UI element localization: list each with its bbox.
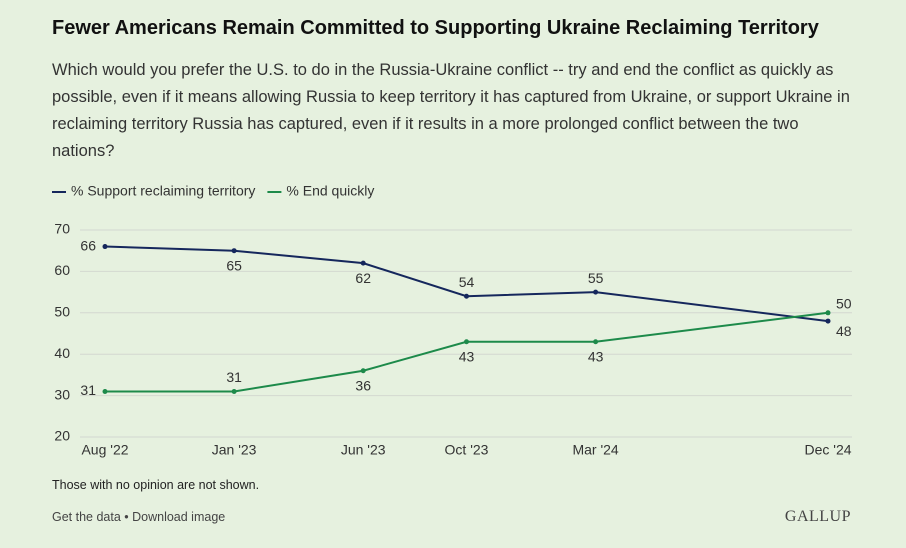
y-tick-label: 60 bbox=[54, 262, 70, 278]
data-point bbox=[360, 368, 366, 374]
data-point bbox=[360, 260, 366, 266]
brand: GALLUP bbox=[784, 508, 851, 525]
footer-links[interactable]: Get the data • Download image bbox=[52, 510, 226, 524]
y-tick-label: 70 bbox=[54, 221, 70, 237]
data-label: 43 bbox=[588, 348, 604, 364]
data-label: 66 bbox=[80, 237, 96, 253]
data-label: 43 bbox=[459, 348, 475, 364]
y-tick-label: 50 bbox=[54, 304, 70, 320]
data-point bbox=[593, 289, 599, 295]
data-label: 50 bbox=[836, 296, 852, 312]
data-label: 54 bbox=[459, 274, 475, 290]
y-tick-label: 30 bbox=[54, 386, 70, 402]
data-point bbox=[825, 310, 831, 316]
data-label: 31 bbox=[226, 369, 242, 385]
x-tick-label: Jun '23 bbox=[341, 442, 386, 458]
chart-subtitle: Which would you prefer the U.S. to do in… bbox=[52, 61, 850, 160]
legend-label: % Support reclaiming territory bbox=[71, 183, 255, 199]
data-point bbox=[464, 339, 469, 345]
chart-title: Fewer Americans Remain Committed to Supp… bbox=[52, 17, 819, 39]
data-label: 48 bbox=[836, 323, 852, 339]
x-tick-label: Aug '22 bbox=[81, 442, 128, 458]
y-tick-label: 40 bbox=[54, 345, 70, 361]
data-label: 36 bbox=[355, 377, 371, 393]
note: Those with no opinion are not shown. bbox=[52, 478, 260, 492]
x-tick-label: Jan '23 bbox=[212, 442, 257, 458]
y-tick-label: 20 bbox=[54, 428, 70, 444]
data-label: 65 bbox=[226, 257, 242, 273]
data-label: 55 bbox=[588, 270, 604, 286]
series-line bbox=[105, 311, 829, 393]
data-point bbox=[825, 318, 831, 324]
x-tick-label: Oct '23 bbox=[445, 442, 489, 458]
data-point bbox=[464, 293, 469, 299]
legend-label: % End quickly bbox=[286, 183, 374, 199]
data-point bbox=[102, 388, 108, 394]
data-label: 62 bbox=[355, 270, 371, 286]
chart: % Support reclaiming territory % End quic… bbox=[52, 183, 852, 458]
data-point bbox=[593, 339, 599, 345]
data-label: 31 bbox=[80, 382, 96, 398]
data-point bbox=[231, 248, 237, 254]
x-tick-label: Mar '24 bbox=[572, 442, 618, 458]
data-point bbox=[102, 244, 108, 250]
series-line bbox=[104, 245, 829, 323]
data-point bbox=[231, 388, 237, 394]
x-tick-label: Dec '24 bbox=[804, 442, 851, 458]
